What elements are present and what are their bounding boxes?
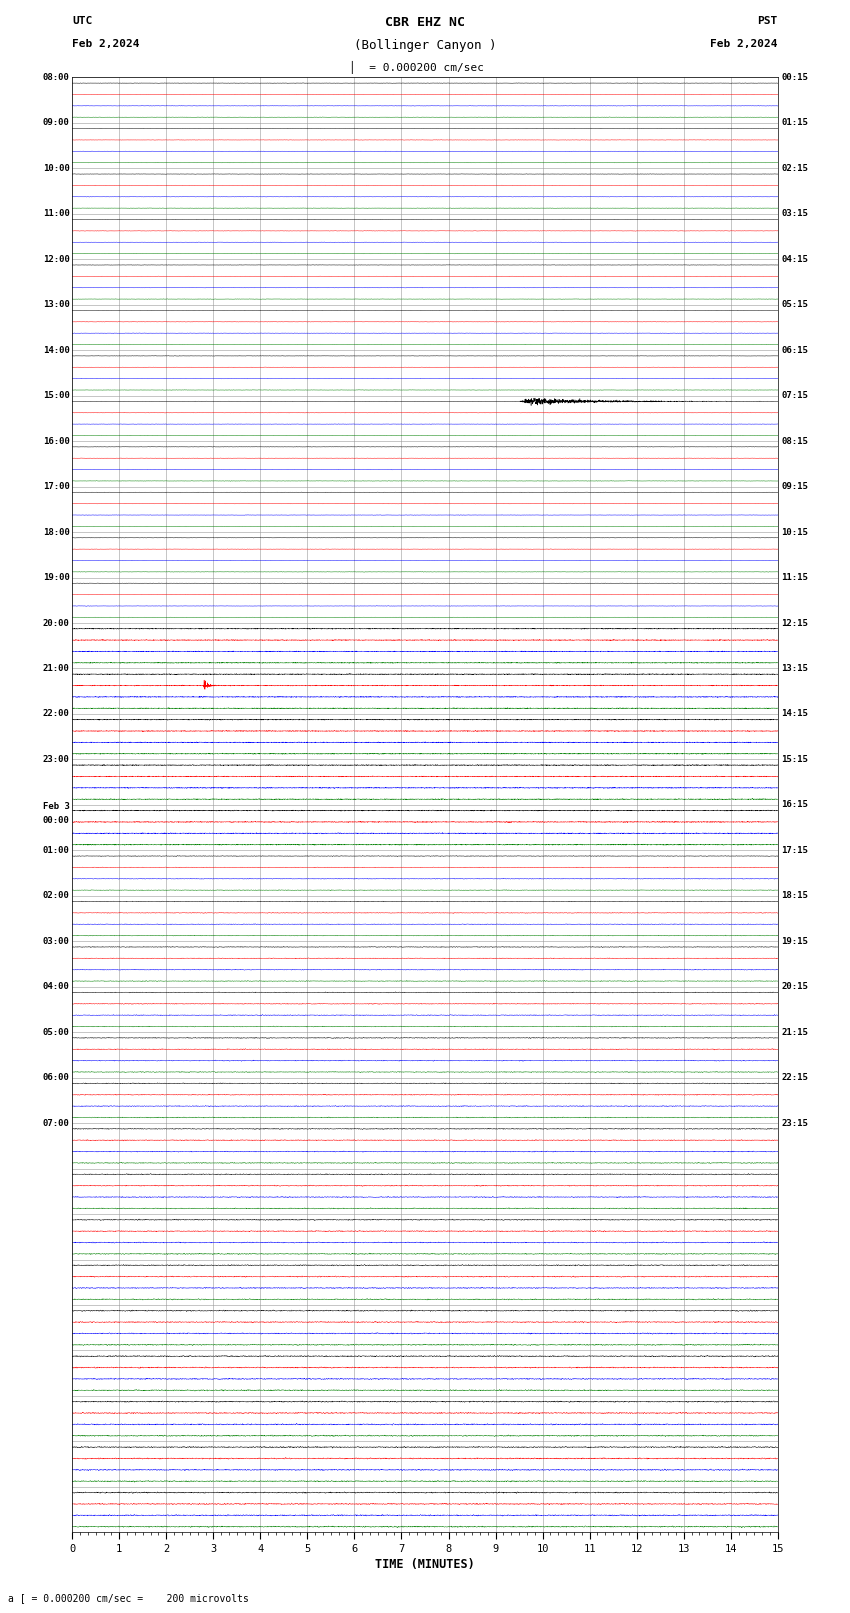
Text: 18:15: 18:15 <box>781 892 808 900</box>
Text: 00:15: 00:15 <box>781 73 808 82</box>
Text: 13:00: 13:00 <box>42 300 70 310</box>
Text: 20:00: 20:00 <box>42 618 70 627</box>
Text: 20:15: 20:15 <box>781 982 808 992</box>
Text: 21:15: 21:15 <box>781 1027 808 1037</box>
Text: 02:15: 02:15 <box>781 165 808 173</box>
Text: 11:15: 11:15 <box>781 573 808 582</box>
Text: 10:00: 10:00 <box>42 165 70 173</box>
Text: 16:15: 16:15 <box>781 800 808 810</box>
Text: 04:15: 04:15 <box>781 255 808 265</box>
Text: a [ = 0.000200 cm/sec =    200 microvolts: a [ = 0.000200 cm/sec = 200 microvolts <box>8 1594 249 1603</box>
Text: 15:15: 15:15 <box>781 755 808 765</box>
Text: Feb 2,2024: Feb 2,2024 <box>711 39 778 48</box>
Text: PST: PST <box>757 16 778 26</box>
Text: 14:15: 14:15 <box>781 710 808 718</box>
Text: 21:00: 21:00 <box>42 665 70 673</box>
Text: 22:15: 22:15 <box>781 1073 808 1082</box>
X-axis label: TIME (MINUTES): TIME (MINUTES) <box>375 1558 475 1571</box>
Text: Feb 3: Feb 3 <box>42 802 70 811</box>
Text: 12:00: 12:00 <box>42 255 70 265</box>
Text: 16:00: 16:00 <box>42 437 70 445</box>
Text: Feb 2,2024: Feb 2,2024 <box>72 39 139 48</box>
Text: 06:15: 06:15 <box>781 345 808 355</box>
Text: 03:15: 03:15 <box>781 210 808 218</box>
Text: 12:15: 12:15 <box>781 618 808 627</box>
Text: 23:00: 23:00 <box>42 755 70 765</box>
Text: │  = 0.000200 cm/sec: │ = 0.000200 cm/sec <box>349 61 484 74</box>
Text: 08:00: 08:00 <box>42 73 70 82</box>
Text: 06:00: 06:00 <box>42 1073 70 1082</box>
Text: 07:15: 07:15 <box>781 392 808 400</box>
Text: 09:15: 09:15 <box>781 482 808 490</box>
Text: 00:00: 00:00 <box>42 816 70 826</box>
Text: 05:15: 05:15 <box>781 300 808 310</box>
Text: 18:00: 18:00 <box>42 527 70 537</box>
Text: 05:00: 05:00 <box>42 1027 70 1037</box>
Text: 08:15: 08:15 <box>781 437 808 445</box>
Text: 13:15: 13:15 <box>781 665 808 673</box>
Text: 10:15: 10:15 <box>781 527 808 537</box>
Text: 15:00: 15:00 <box>42 392 70 400</box>
Text: 23:15: 23:15 <box>781 1119 808 1127</box>
Text: 19:00: 19:00 <box>42 573 70 582</box>
Text: 19:15: 19:15 <box>781 937 808 945</box>
Text: 02:00: 02:00 <box>42 892 70 900</box>
Text: 03:00: 03:00 <box>42 937 70 945</box>
Text: 09:00: 09:00 <box>42 118 70 127</box>
Text: 22:00: 22:00 <box>42 710 70 718</box>
Text: 04:00: 04:00 <box>42 982 70 992</box>
Text: 01:00: 01:00 <box>42 845 70 855</box>
Text: 07:00: 07:00 <box>42 1119 70 1127</box>
Text: 17:00: 17:00 <box>42 482 70 490</box>
Text: UTC: UTC <box>72 16 93 26</box>
Text: (Bollinger Canyon ): (Bollinger Canyon ) <box>354 39 496 52</box>
Text: CBR EHZ NC: CBR EHZ NC <box>385 16 465 29</box>
Text: 14:00: 14:00 <box>42 345 70 355</box>
Text: 11:00: 11:00 <box>42 210 70 218</box>
Text: 17:15: 17:15 <box>781 845 808 855</box>
Text: 01:15: 01:15 <box>781 118 808 127</box>
